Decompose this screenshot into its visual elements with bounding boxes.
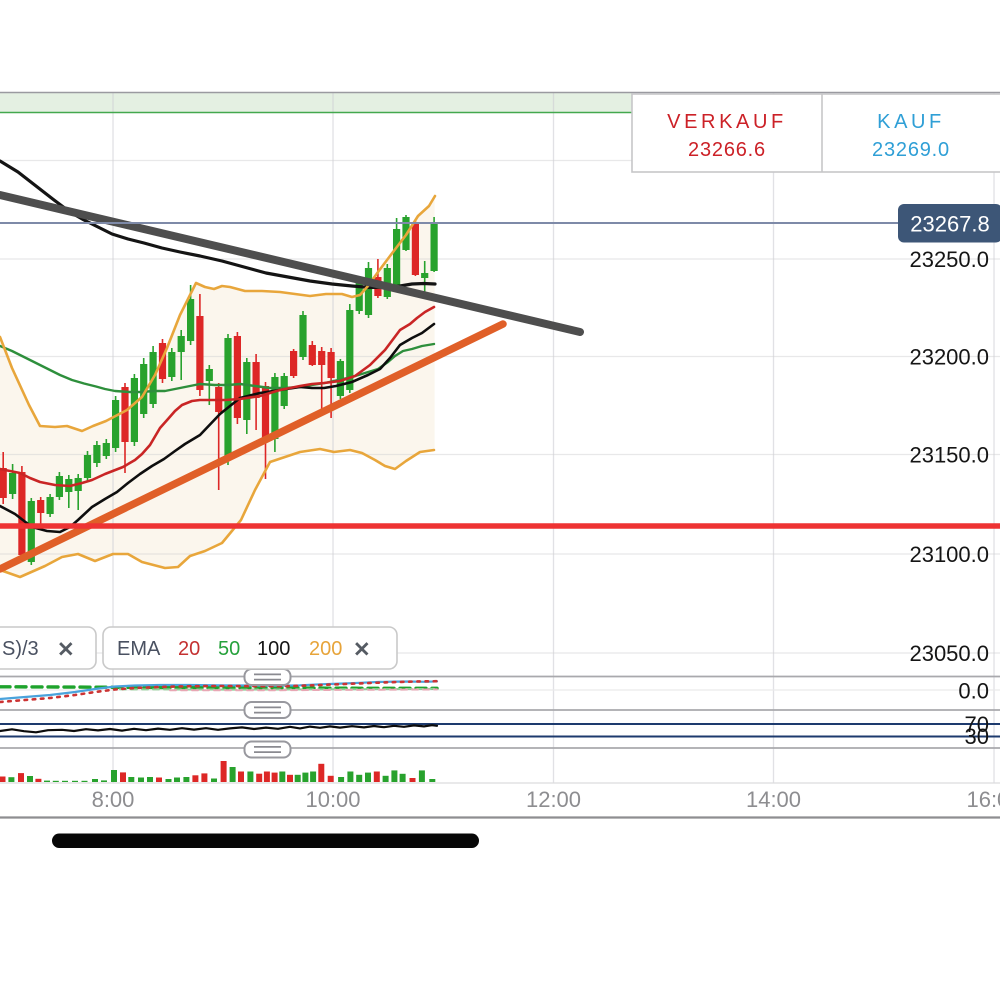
svg-text:23250.0: 23250.0	[909, 247, 989, 272]
svg-text:8:00: 8:00	[92, 787, 135, 812]
svg-text:23200.0: 23200.0	[909, 345, 989, 370]
svg-text:50: 50	[218, 638, 240, 660]
svg-text:12:00: 12:00	[526, 787, 581, 812]
svg-text:23100.0: 23100.0	[909, 542, 989, 567]
svg-text:✕: ✕	[57, 639, 75, 662]
svg-text:20: 20	[178, 638, 200, 660]
svg-text:30: 30	[965, 724, 989, 749]
svg-text:23266.6: 23266.6	[688, 139, 766, 161]
svg-text:23050.0: 23050.0	[909, 641, 989, 666]
svg-text:VERKAUF: VERKAUF	[667, 111, 787, 133]
svg-text:KAUF: KAUF	[877, 111, 945, 133]
svg-text:70: 70	[965, 712, 989, 737]
svg-text:10:00: 10:00	[305, 787, 360, 812]
svg-text:23269.0: 23269.0	[872, 139, 950, 161]
svg-text:✕: ✕	[353, 639, 371, 662]
svg-text:0.0: 0.0	[958, 679, 989, 704]
svg-text:16:00: 16:00	[966, 787, 1000, 812]
svg-text:23150.0: 23150.0	[909, 443, 989, 468]
svg-text:14:00: 14:00	[746, 787, 801, 812]
svg-text:200: 200	[309, 638, 342, 660]
svg-text:S)/3: S)/3	[2, 638, 39, 660]
svg-text:100: 100	[257, 638, 290, 660]
svg-text:23267.8: 23267.8	[910, 212, 990, 237]
svg-text:EMA: EMA	[117, 638, 161, 660]
